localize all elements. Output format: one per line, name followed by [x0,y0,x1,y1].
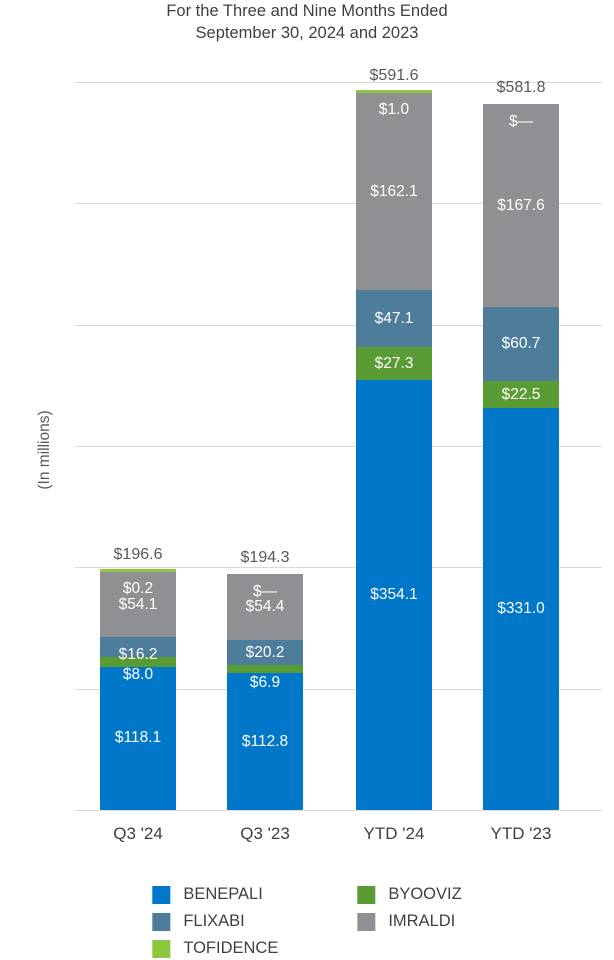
legend-item-benepali: BENEPALI [152,883,357,906]
segment-flixabi [100,637,176,657]
legend-item-byooviz: BYOOVIZ [357,883,462,906]
segment-value-flixabi: $60.7 [501,335,541,353]
gridline [75,82,602,83]
legend-swatch-benepali [152,885,171,904]
segment-benepali [356,380,432,810]
segment-benepali [483,408,559,810]
segment-value-imraldi: $54.1 [118,595,158,613]
segment-imraldi [356,93,432,291]
legend-swatch-byooviz [357,885,376,904]
gridline [75,567,602,569]
segment-value-byooviz: $8.0 [122,666,154,683]
segment-flixabi [356,290,432,348]
legend-item-flixabi: FLIXABI [152,910,357,933]
legend-swatch-flixabi [152,912,171,931]
gridline [75,203,602,205]
segment-value-benepali: $331.0 [497,600,545,618]
segment-benepali [100,666,176,810]
category-label: Q3 '24 [113,824,163,843]
segment-value-imraldi: $54.4 [245,598,285,616]
legend-label-byooviz: BYOOVIZ [388,885,462,903]
legend-item-tofidence: TOFIDENCE [152,937,357,960]
bar-total-label: $581.8 [496,79,546,97]
segment-value-benepali: $112.8 [241,732,289,750]
segment-imraldi [227,574,303,641]
segment-value-benepali: $118.1 [114,729,162,747]
category-label: YTD '24 [363,824,425,843]
plot-area: $118.1 $8.0 $16.2 $54.1 $0.2 $196.6 Q3 '24 $112… [75,67,602,843]
segment-flixabi [227,640,303,665]
segment-value-tofidence: $0.2 [122,580,154,598]
stacked-bar-q324: $118.1 $8.0 $16.2 $54.1 $0.2 $196.6 [100,546,176,810]
segment-tofidence [100,568,176,572]
legend-swatch-tofidence [152,939,171,958]
gridline [75,446,602,447]
chart-title: For the Three and Nine Months Ended Sept… [0,0,614,44]
segment-flixabi [483,307,559,382]
segment-value-imraldi: $162.1 [370,182,418,200]
stacked-bar-q323: $112.8 $6.9 $20.2 $54.4 $— $194.3 [227,549,303,810]
segment-benepali [227,673,303,810]
y-axis-label: (In millions) [36,410,53,490]
legend: BENEPALI BYOOVIZ FLIXABI IMRALDI TOFIDENCE [152,883,462,960]
category-label: Q3 '23 [240,824,290,843]
legend-label-benepali: BENEPALI [183,885,263,903]
segment-tofidence [356,90,432,94]
segment-byooviz [356,347,432,381]
category-label: YTD '23 [490,824,552,843]
segment-value-byooviz: $22.5 [501,385,541,403]
segment-value-flixabi: $20.2 [245,643,285,661]
gridline [75,810,602,811]
gridline [75,324,602,326]
segment-value-byooviz: $6.9 [249,673,281,691]
bar-total-label: $196.6 [113,546,163,564]
legend-label-imraldi: IMRALDI [388,912,456,930]
segment-byooviz [100,657,176,667]
segment-value-flixabi: $16.2 [118,646,158,664]
legend-label-tofidence: TOFIDENCE [183,939,279,957]
legend-label-flixabi: FLIXABI [183,912,245,930]
stacked-bar-ytd24: $354.1 $27.3 $47.1 $162.1 $1.0 $591.6 [356,67,432,810]
segment-value-imraldi: $167.6 [497,196,545,214]
gridline [75,688,602,690]
segment-value-tofidence: $1.0 [378,101,410,119]
segment-value-flixabi: $47.1 [374,309,414,327]
chart-title-line1: For the Three and Nine Months Ended [166,2,448,20]
segment-imraldi [100,571,176,638]
bar-total-label: $591.6 [369,67,419,85]
segment-byooviz [483,381,559,409]
segment-imraldi [483,104,559,308]
legend-item-imraldi: IMRALDI [357,910,461,933]
bar-total-label: $194.3 [240,549,290,567]
segment-value-tofidence: $— [252,583,278,601]
segment-value-benepali: $354.1 [370,586,418,604]
segment-value-tofidence: $— [508,113,534,131]
segment-value-byooviz: $27.3 [374,354,414,372]
legend-swatch-imraldi [357,912,376,931]
segment-byooviz [227,664,303,674]
chart-title-line2: September 30, 2024 and 2023 [195,24,419,42]
stacked-bar-ytd23: $331.0 $22.5 $60.7 $167.6 $— $581.8 [483,79,559,810]
